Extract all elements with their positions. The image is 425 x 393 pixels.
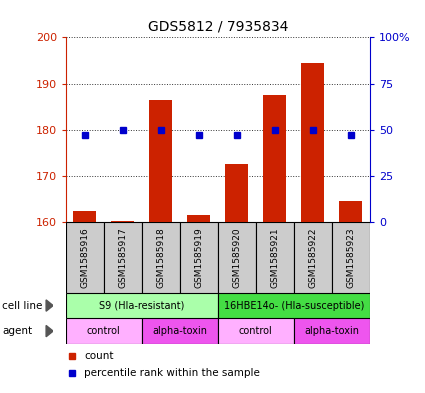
Bar: [218, 222, 256, 293]
Text: alpha-toxin: alpha-toxin: [304, 326, 359, 336]
Text: control: control: [87, 326, 121, 336]
Bar: [74, 211, 96, 222]
Bar: [142, 222, 180, 293]
Bar: [142, 318, 218, 344]
Polygon shape: [46, 300, 53, 311]
Text: GSM1585918: GSM1585918: [156, 227, 165, 288]
Text: 16HBE14o- (Hla-susceptible): 16HBE14o- (Hla-susceptible): [224, 301, 364, 310]
Bar: [225, 164, 248, 222]
Text: agent: agent: [2, 326, 32, 336]
Bar: [218, 293, 370, 318]
Text: cell line: cell line: [2, 301, 42, 310]
Bar: [111, 221, 134, 222]
Bar: [264, 95, 286, 222]
Title: GDS5812 / 7935834: GDS5812 / 7935834: [147, 19, 288, 33]
Bar: [218, 318, 294, 344]
Polygon shape: [46, 325, 53, 337]
Text: GSM1585922: GSM1585922: [308, 227, 317, 288]
Bar: [180, 222, 218, 293]
Text: control: control: [239, 326, 273, 336]
Bar: [104, 222, 142, 293]
Text: GSM1585919: GSM1585919: [194, 227, 203, 288]
Bar: [332, 222, 370, 293]
Text: alpha-toxin: alpha-toxin: [152, 326, 207, 336]
Bar: [66, 318, 142, 344]
Text: GSM1585916: GSM1585916: [80, 227, 89, 288]
Bar: [294, 318, 370, 344]
Bar: [187, 215, 210, 222]
Bar: [150, 100, 172, 222]
Bar: [301, 63, 324, 222]
Bar: [339, 201, 362, 222]
Bar: [294, 222, 332, 293]
Text: GSM1585920: GSM1585920: [232, 227, 241, 288]
Text: GSM1585923: GSM1585923: [346, 227, 355, 288]
Text: count: count: [84, 351, 113, 361]
Text: GSM1585917: GSM1585917: [118, 227, 127, 288]
Text: S9 (Hla-resistant): S9 (Hla-resistant): [99, 301, 184, 310]
Bar: [66, 293, 218, 318]
Text: GSM1585921: GSM1585921: [270, 227, 279, 288]
Bar: [256, 222, 294, 293]
Text: percentile rank within the sample: percentile rank within the sample: [84, 368, 260, 378]
Bar: [66, 222, 104, 293]
